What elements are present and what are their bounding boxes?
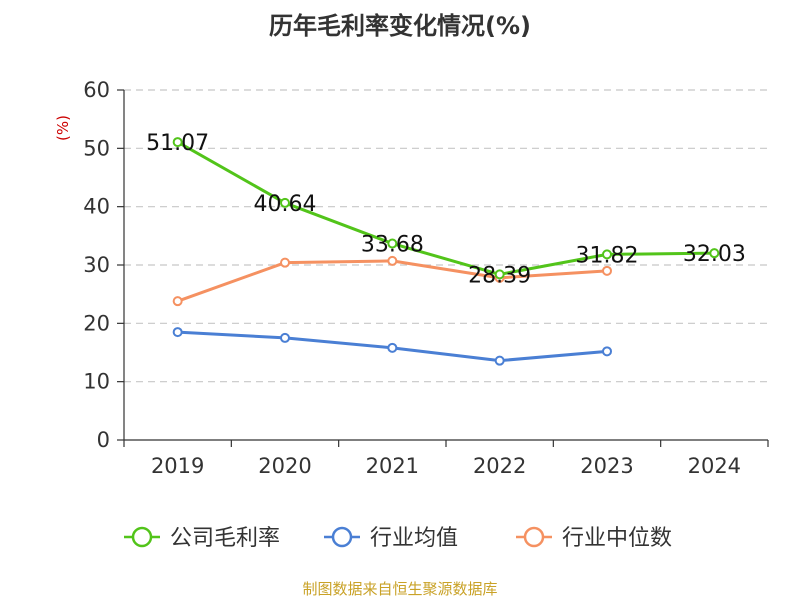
chart-title: 历年毛利率变化情况(%) bbox=[269, 12, 531, 40]
axes: 0 10 20 30 40 50 60 2019 2020 2021 2022 2023 2024 bbox=[83, 78, 769, 478]
data-point bbox=[280, 197, 290, 208]
data-point bbox=[387, 342, 398, 353]
legend: 公司毛利率 行业均值 行业中位数 bbox=[124, 526, 672, 551]
data-label: 51.07 bbox=[146, 131, 209, 156]
data-label: 40.64 bbox=[254, 192, 317, 217]
data-point bbox=[602, 265, 612, 276]
data-point bbox=[172, 137, 183, 148]
data-point bbox=[280, 257, 290, 268]
x-tick-label: 2024 bbox=[688, 454, 741, 478]
legend-label: 行业均值 bbox=[370, 526, 458, 551]
legend-marker bbox=[131, 526, 153, 548]
x-tick-label: 2022 bbox=[473, 454, 526, 478]
data-point bbox=[602, 346, 612, 357]
series-lines bbox=[172, 137, 720, 366]
y-tick-label: 40 bbox=[83, 195, 110, 219]
grid-lines bbox=[124, 89, 768, 383]
x-tick-label: 2023 bbox=[580, 454, 633, 478]
data-labels: 51.07 40.64 33.68 28.39 31.82 32.03 bbox=[146, 131, 746, 288]
data-label: 33.68 bbox=[361, 233, 424, 258]
data-point bbox=[602, 249, 612, 260]
data-label: 28.39 bbox=[468, 263, 531, 288]
y-tick-label: 30 bbox=[83, 253, 110, 277]
data-point bbox=[280, 332, 290, 343]
legend-marker bbox=[523, 526, 545, 548]
data-point bbox=[494, 355, 505, 366]
y-tick-label: 10 bbox=[83, 370, 110, 394]
legend-label: 行业中位数 bbox=[562, 526, 672, 551]
data-point bbox=[172, 327, 183, 338]
x-tick-label: 2020 bbox=[258, 454, 311, 478]
data-point bbox=[387, 238, 398, 249]
data-label: 32.03 bbox=[683, 242, 746, 267]
data-point bbox=[172, 296, 183, 307]
y-tick-label: 20 bbox=[83, 311, 110, 335]
data-label: 31.82 bbox=[576, 243, 639, 268]
legend-label: 公司毛利率 bbox=[170, 526, 280, 551]
y-tick-label: 60 bbox=[83, 78, 110, 102]
data-point bbox=[494, 269, 505, 280]
y-tick-label: 50 bbox=[83, 136, 110, 160]
y-tick-label: 0 bbox=[97, 428, 110, 452]
source-note: 制图数据来自恒生聚源数据库 bbox=[302, 580, 498, 598]
series-line bbox=[176, 140, 715, 276]
y-axis-label: (%) bbox=[54, 115, 72, 141]
x-tick-label: 2019 bbox=[151, 454, 204, 478]
x-tick-label: 2021 bbox=[366, 454, 419, 478]
data-point bbox=[387, 255, 398, 266]
legend-marker bbox=[331, 526, 353, 548]
data-point bbox=[709, 248, 720, 259]
